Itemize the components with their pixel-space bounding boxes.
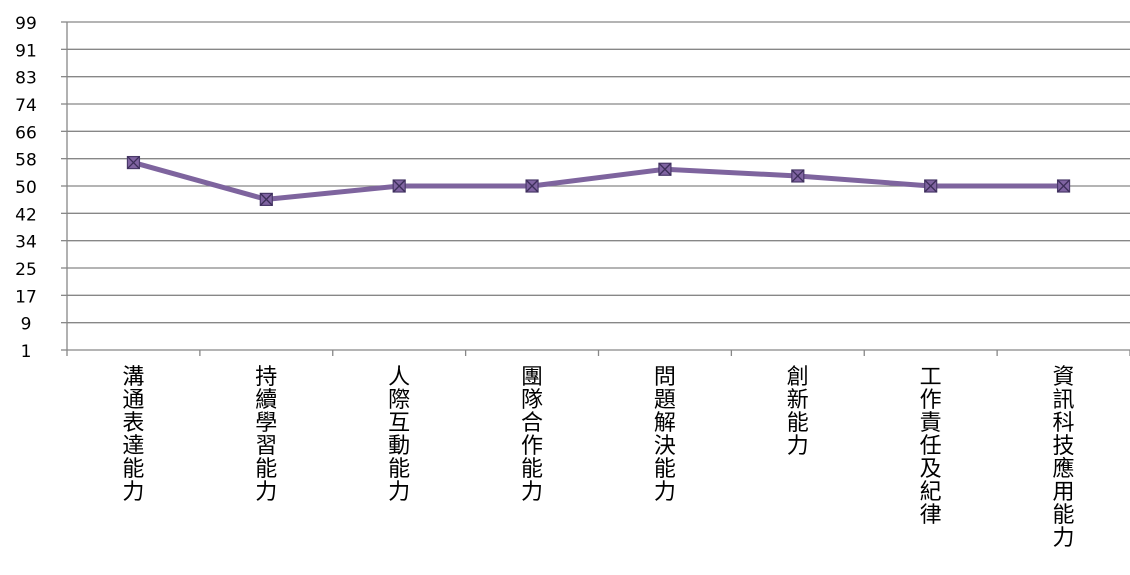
data-point xyxy=(924,179,938,193)
x-tick-label: 持續學習能力 xyxy=(255,365,277,505)
x-tick-label: 團隊合作能力 xyxy=(521,365,543,505)
y-tick-label: 50 xyxy=(15,178,37,198)
data-point xyxy=(259,192,273,206)
series-line xyxy=(132,160,1064,202)
x-tick-label: 創新能力 xyxy=(787,365,809,459)
series-layer xyxy=(126,155,1071,206)
y-tick-label: 17 xyxy=(15,287,37,307)
y-tick-label: 99 xyxy=(15,14,37,34)
x-tick-label: 人際互動能力 xyxy=(388,365,410,505)
y-tick-label: 91 xyxy=(15,41,37,61)
x-tick-label: 資訊科技應用能力 xyxy=(1053,365,1075,551)
y-tick-label: 9 xyxy=(21,315,32,335)
y-tick-label: 42 xyxy=(15,205,37,225)
x-tick-labels: 溝通表達能力 持續學習能力 人際互動能力 團隊合作能力 問題解決能力 創新能力 工作責任及紀… xyxy=(122,365,1074,551)
x-tick-label: 問題解決能力 xyxy=(654,365,676,505)
x-tick-label: 工作責任及紀律 xyxy=(920,365,942,528)
y-tick-label: 25 xyxy=(15,260,37,280)
x-tick-label: 溝通表達能力 xyxy=(122,365,144,505)
y-tick-label: 58 xyxy=(15,151,37,171)
y-tick-label: 74 xyxy=(15,96,37,116)
data-point xyxy=(658,162,672,176)
gridlines xyxy=(67,21,1130,324)
y-tick-label: 34 xyxy=(15,233,37,253)
y-tick-label: 66 xyxy=(15,123,37,143)
data-point xyxy=(1056,179,1071,193)
data-point xyxy=(791,169,805,183)
data-point xyxy=(525,179,539,193)
y-tick-label: 83 xyxy=(15,69,37,89)
data-point xyxy=(392,179,406,193)
y-tick-label: 1 xyxy=(21,342,32,362)
data-point xyxy=(126,155,141,170)
axes xyxy=(61,21,1130,356)
